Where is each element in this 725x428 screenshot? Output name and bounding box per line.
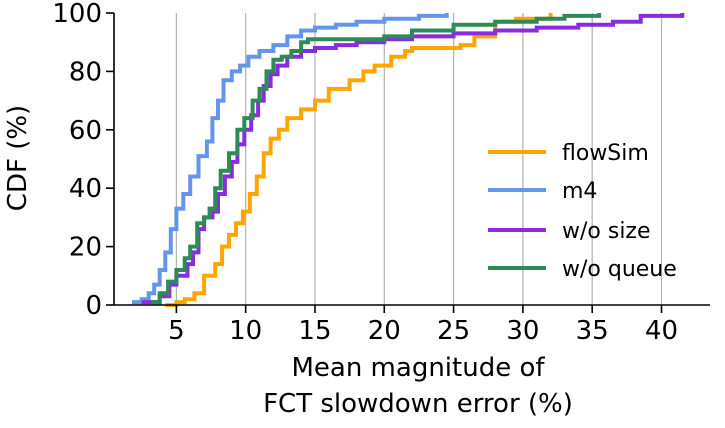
y-axis-label: CDF (%)	[3, 105, 33, 211]
series-line-3	[151, 13, 602, 305]
y-tick-label-60: 60	[69, 116, 102, 146]
series-line-1	[132, 13, 449, 305]
x-tick-label-15: 15	[298, 316, 331, 346]
legend-label-2: w/o size	[562, 219, 651, 244]
x-tick-label-25: 25	[437, 316, 470, 346]
x-tick-label-40: 40	[645, 316, 678, 346]
series-lines	[132, 13, 685, 307]
x-tick-label-10: 10	[229, 316, 262, 346]
y-tick-label-0: 0	[85, 291, 102, 321]
x-axis-label-line-1: Mean magnitude of	[291, 353, 545, 383]
y-tick-label-20: 20	[69, 233, 102, 263]
x-tick-label-20: 20	[368, 316, 401, 346]
y-tick-label-40: 40	[69, 174, 102, 204]
x-tick-label-30: 30	[506, 316, 539, 346]
tick-labels: 5 10 15 20 25 30 35 40 0 20 40 60 80 100	[52, 0, 678, 346]
x-axis-label-line-2: FCT slowdown error (%)	[263, 389, 573, 419]
x-tick-label-5: 5	[168, 316, 185, 346]
legend-label-1: m4	[562, 179, 597, 204]
series-line-2	[141, 13, 685, 305]
axes	[106, 12, 710, 313]
y-tick-label-80: 80	[69, 57, 102, 87]
legend-label-3: w/o queue	[562, 257, 677, 282]
y-tick-label-100: 100	[52, 0, 102, 29]
x-tick-label-35: 35	[576, 316, 609, 346]
series-line-0	[165, 13, 553, 307]
grid	[175, 13, 663, 305]
legend-label-0: flowSim	[562, 141, 649, 166]
legend: flowSim m4 w/o size w/o queue	[488, 141, 677, 282]
